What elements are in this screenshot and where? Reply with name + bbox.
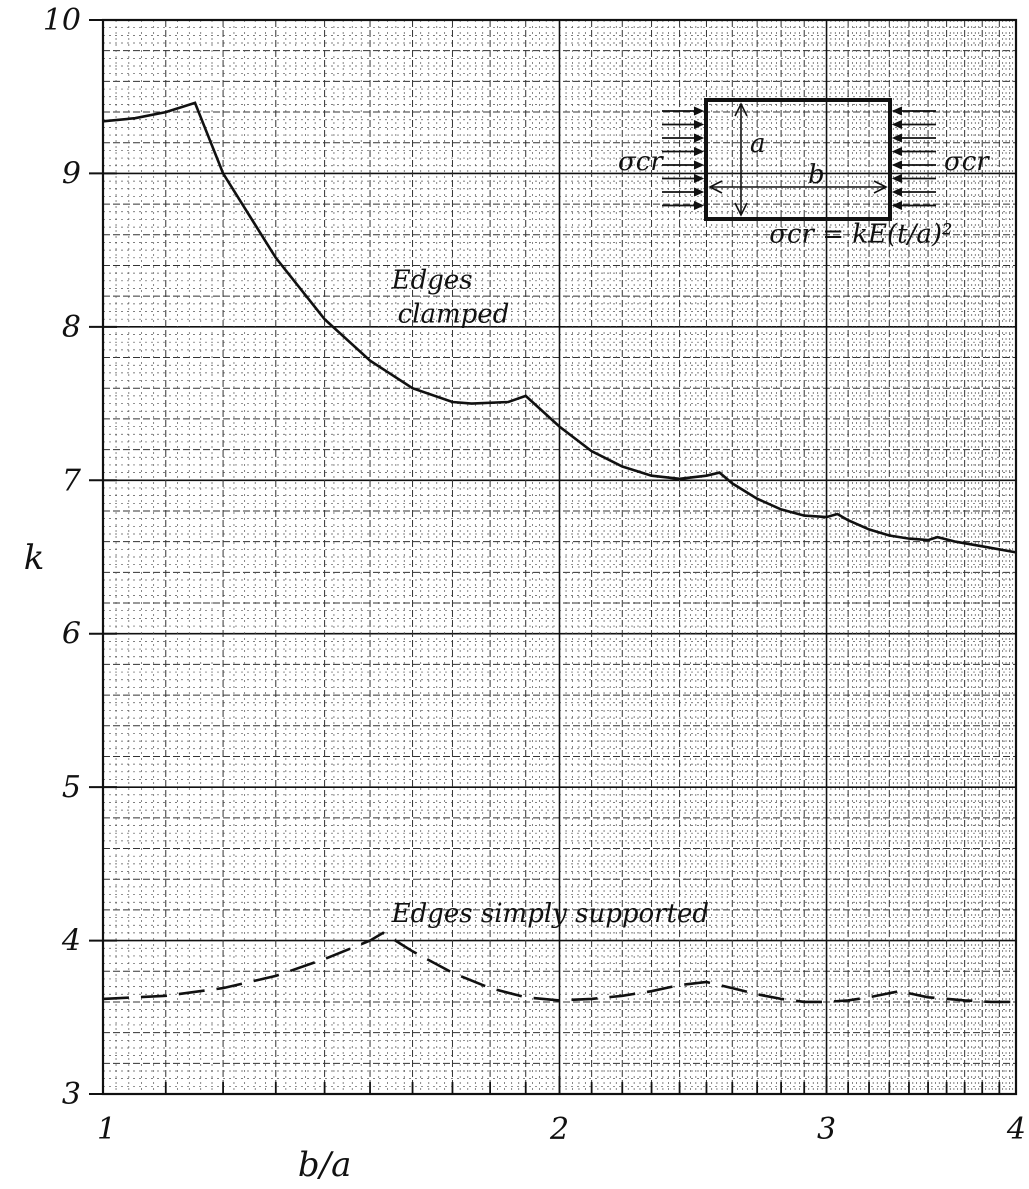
annotation-2: Edges simply supported [391, 899, 709, 929]
load-arrowhead-right [891, 160, 903, 170]
y-tick-label: 3 [62, 1077, 81, 1112]
load-arrowhead-right [891, 147, 903, 156]
load-arrowhead-left [693, 187, 705, 197]
plate-outline [704, 98, 892, 221]
load-arrowhead-left [693, 201, 705, 210]
y-tick-label: 4 [61, 924, 81, 959]
annotation-line: Edges [391, 266, 473, 296]
left-load-arrows [662, 106, 705, 210]
x-tick-label: 1 [97, 1112, 116, 1147]
left-load-label: σcr [618, 147, 664, 177]
annotation-1: Edges clamped [391, 266, 510, 330]
annotation-3: σcr = kE(t/a)² [769, 219, 952, 249]
y-tick-label: 5 [62, 770, 81, 805]
load-arrowhead-left [693, 147, 705, 156]
x-tick-label: 2 [549, 1112, 569, 1147]
y-tick-label: 8 [62, 310, 81, 345]
annotations: Edges clamped Edges simply supported σcr = … [391, 219, 953, 929]
clamped-curve [102, 101, 1017, 554]
simply-supported-curve [102, 931, 1016, 1004]
y-axis-title: k [24, 538, 45, 578]
annotation-line: σcr = kE(t/a)² [769, 219, 952, 249]
y-tick-label: 6 [62, 617, 81, 652]
y-axis-tick-labels: 3 4 5 6 7 8 9 10 [43, 3, 82, 1112]
x-axis-title: b/a [298, 1145, 352, 1185]
load-arrowhead-right [891, 120, 903, 129]
right-load-label: σcr [944, 147, 990, 177]
plate-height-label: a [750, 129, 766, 159]
plate-width-label: b [808, 160, 825, 190]
annotation-line: clamped [398, 300, 510, 330]
load-arrowhead-right [891, 106, 903, 116]
x-axis-tick-labels: 1 2 3 4 [97, 1112, 1026, 1147]
load-arrowhead-left [693, 133, 705, 143]
height-dimension-arrowheads [734, 102, 748, 217]
grid [102, 19, 1017, 1095]
y-tick-label: 7 [62, 463, 82, 498]
load-arrowhead-right [891, 187, 903, 197]
annotation-line: Edges simply supported [391, 899, 709, 929]
load-arrowhead-left [693, 106, 705, 116]
load-arrowhead-right [891, 174, 903, 183]
plate-load-diagram: a b σcr σcr [618, 98, 990, 221]
load-arrowhead-right [891, 201, 903, 210]
width-dimension-arrowheads [708, 180, 888, 194]
y-tick-label: 10 [43, 3, 81, 38]
x-tick-label: 3 [817, 1112, 836, 1147]
axis-ticks [89, 19, 1017, 1095]
y-tick-label: 9 [62, 156, 81, 191]
load-arrowhead-left [693, 160, 705, 170]
load-arrowhead-left [693, 120, 705, 129]
right-load-arrows [891, 106, 936, 210]
x-tick-label: 4 [1006, 1112, 1026, 1147]
load-arrowhead-left [693, 174, 705, 183]
load-arrowhead-right [891, 133, 903, 143]
series [102, 101, 1017, 1004]
